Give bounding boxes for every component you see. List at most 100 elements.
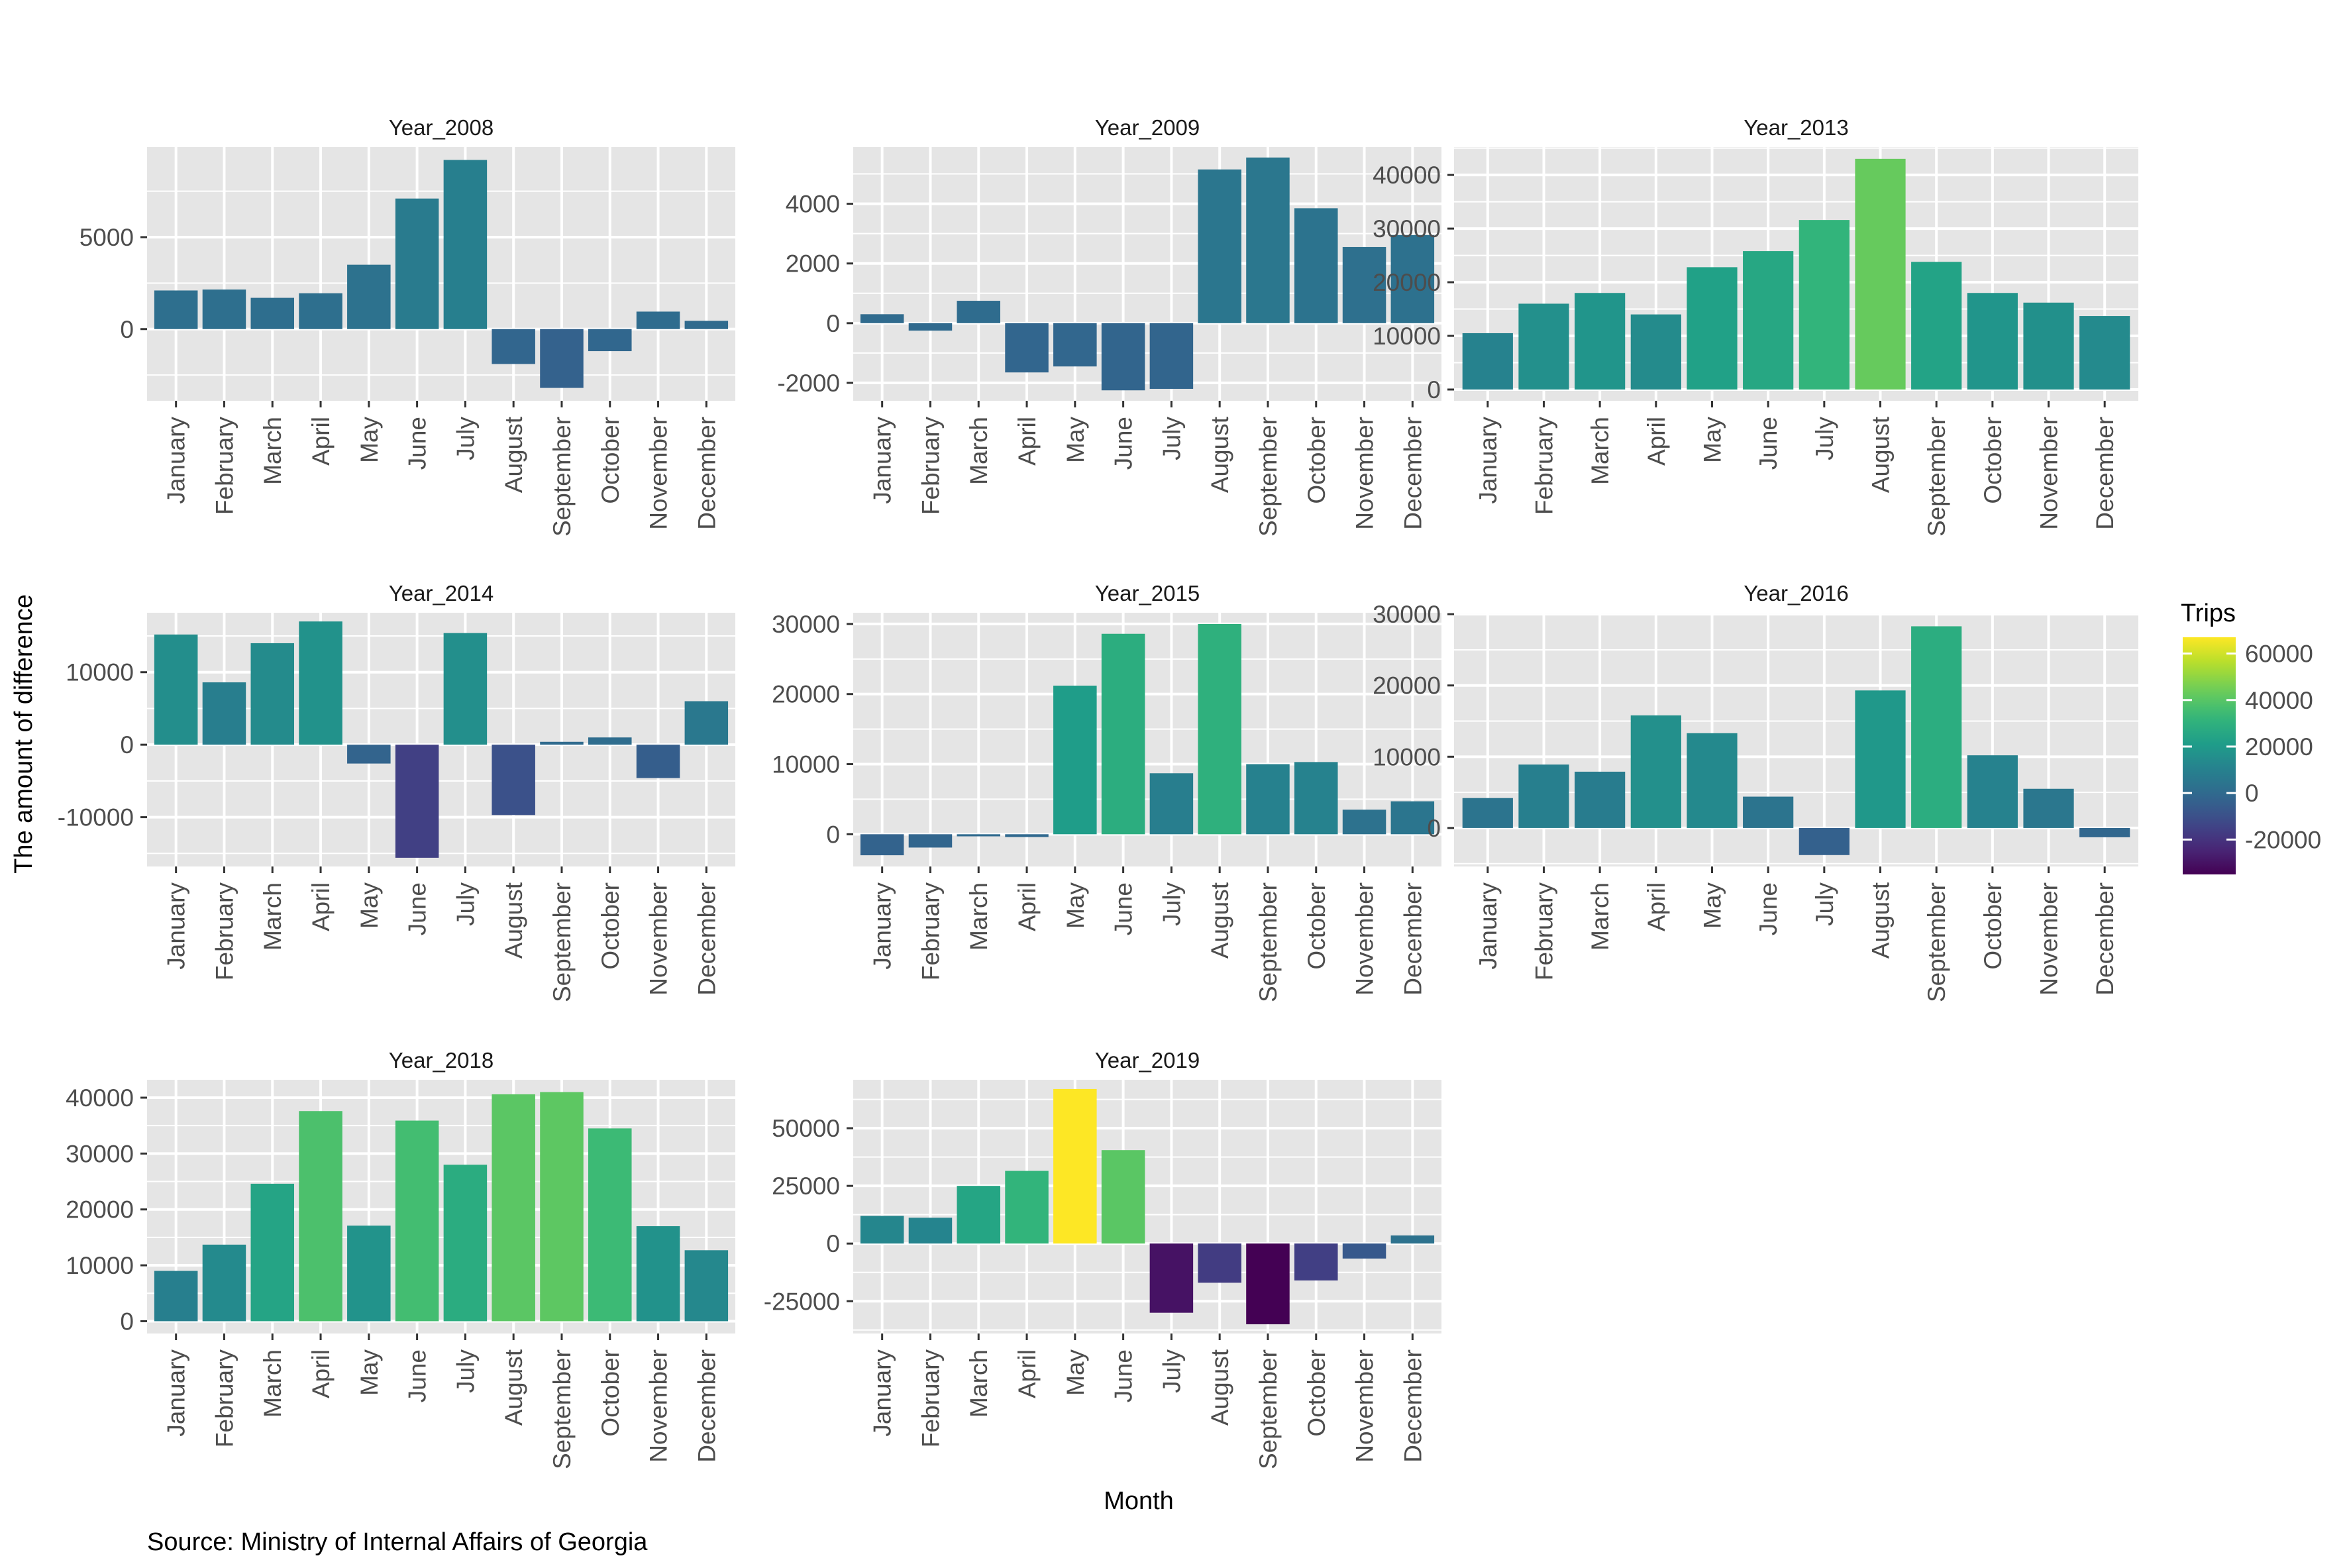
x-tick-label: August <box>1206 1349 1233 1426</box>
colorbar-legend: Trips 60000 40000 20000 0 -20000 <box>2181 600 2321 874</box>
x-tick-label: January <box>163 1349 190 1437</box>
panel-background <box>853 1080 1441 1333</box>
bar <box>2079 316 2130 390</box>
x-tick-label: June <box>1110 417 1137 470</box>
x-tick-label: February <box>211 417 238 515</box>
x-tick-label: April <box>307 882 335 931</box>
bar <box>1005 323 1049 373</box>
x-tick-label: July <box>452 417 479 460</box>
x-tick-label: June <box>1755 417 1782 470</box>
x-tick-label: September <box>1255 1349 1282 1469</box>
y-tick-label: 40000 <box>66 1084 134 1112</box>
x-tick-label: January <box>869 1349 896 1437</box>
bar <box>1462 798 1513 828</box>
bar <box>1053 323 1097 367</box>
x-tick-label: December <box>2091 417 2118 530</box>
bar <box>443 1165 488 1322</box>
x-tick-label: March <box>965 1349 992 1418</box>
y-tick-label: 10000 <box>66 659 134 686</box>
x-tick-label: June <box>404 1349 431 1402</box>
x-tick-label: May <box>356 1349 383 1396</box>
bar <box>908 1218 953 1244</box>
bar <box>1005 1171 1049 1244</box>
facet-title: Year_2018 <box>389 1048 494 1072</box>
bar <box>636 745 680 778</box>
bar <box>1198 1243 1241 1283</box>
bar <box>299 1111 342 1322</box>
bar <box>684 321 729 329</box>
bar <box>2023 302 2074 390</box>
y-tick-label: 5000 <box>79 224 134 251</box>
x-tick-label: January <box>1475 882 1502 970</box>
bar <box>347 745 391 764</box>
x-tick-label: December <box>1399 417 1426 530</box>
x-tick-label: January <box>869 882 896 970</box>
legend-title: Trips <box>2181 600 2236 627</box>
bar <box>540 1092 584 1322</box>
bar <box>684 701 729 745</box>
bar <box>860 314 904 323</box>
x-tick-label: May <box>1698 417 1726 463</box>
facet-panel: Year_2014 -10000 0 10000 January February Marc… <box>58 581 735 1002</box>
colorbar <box>2183 637 2236 874</box>
bar <box>154 290 198 329</box>
x-tick-label: January <box>1475 417 1502 504</box>
x-tick-label: April <box>1014 882 1041 931</box>
x-tick-label: September <box>548 882 576 1002</box>
bar <box>1198 169 1241 323</box>
figure-x-axis-label: Month <box>1104 1487 1174 1515</box>
bar <box>1518 764 1569 828</box>
x-tick-label: July <box>1158 1349 1185 1393</box>
facet-panels: Year_2008 0 5000 January February March April M… <box>58 115 2138 1469</box>
x-tick-label: August <box>500 416 527 493</box>
bar <box>250 1183 294 1322</box>
bar <box>299 293 342 329</box>
x-tick-label: March <box>259 1349 286 1418</box>
x-tick-label: October <box>1303 1349 1330 1437</box>
bar <box>1342 1243 1386 1259</box>
x-tick-label: July <box>1811 417 1838 460</box>
bar <box>636 311 680 329</box>
bar <box>395 745 439 858</box>
bar <box>395 1120 439 1322</box>
y-tick-label: 20000 <box>1373 672 1441 700</box>
x-tick-label: June <box>404 417 431 470</box>
bar <box>443 633 488 745</box>
x-tick-label: July <box>1158 417 1185 460</box>
x-tick-label: November <box>1351 882 1379 996</box>
bar <box>1149 1243 1194 1313</box>
facet-title: Year_2019 <box>1095 1048 1200 1072</box>
colorbar-tick-label: 40000 <box>2245 687 2313 714</box>
x-tick-label: November <box>2036 882 2063 996</box>
bar <box>1053 1088 1097 1244</box>
source-caption: Source: Ministry of Internal Affairs of … <box>147 1528 648 1556</box>
bar <box>202 682 246 745</box>
x-tick-label: February <box>211 882 238 981</box>
bar <box>540 741 584 745</box>
facet-panel: Year_2013 0 10000 20000 30000 40000 January Feb… <box>1373 115 2138 537</box>
bar <box>1342 246 1386 323</box>
facet-panel: Year_2008 0 5000 January February March April M… <box>79 115 735 537</box>
colorbar-tick-label: 60000 <box>2245 641 2313 668</box>
x-tick-label: September <box>1255 882 1282 1002</box>
bar <box>1101 1150 1145 1244</box>
bar <box>1855 690 1906 828</box>
facet-title: Year_2016 <box>1744 581 1848 605</box>
bar <box>154 634 198 745</box>
bar <box>1687 733 1738 828</box>
x-tick-label: November <box>2036 417 2063 530</box>
bar <box>588 1128 632 1322</box>
x-tick-label: August <box>1206 882 1233 959</box>
x-tick-label: April <box>307 417 335 466</box>
bar <box>250 643 294 745</box>
y-tick-label: 30000 <box>1373 215 1441 242</box>
bar <box>636 1226 680 1322</box>
bar <box>1799 827 1850 855</box>
x-tick-label: May <box>1062 1349 1089 1396</box>
x-tick-label: September <box>1923 882 1950 1002</box>
bar <box>1198 623 1241 835</box>
x-tick-label: October <box>597 882 624 970</box>
x-tick-label: March <box>965 882 992 951</box>
bar <box>1246 157 1290 323</box>
